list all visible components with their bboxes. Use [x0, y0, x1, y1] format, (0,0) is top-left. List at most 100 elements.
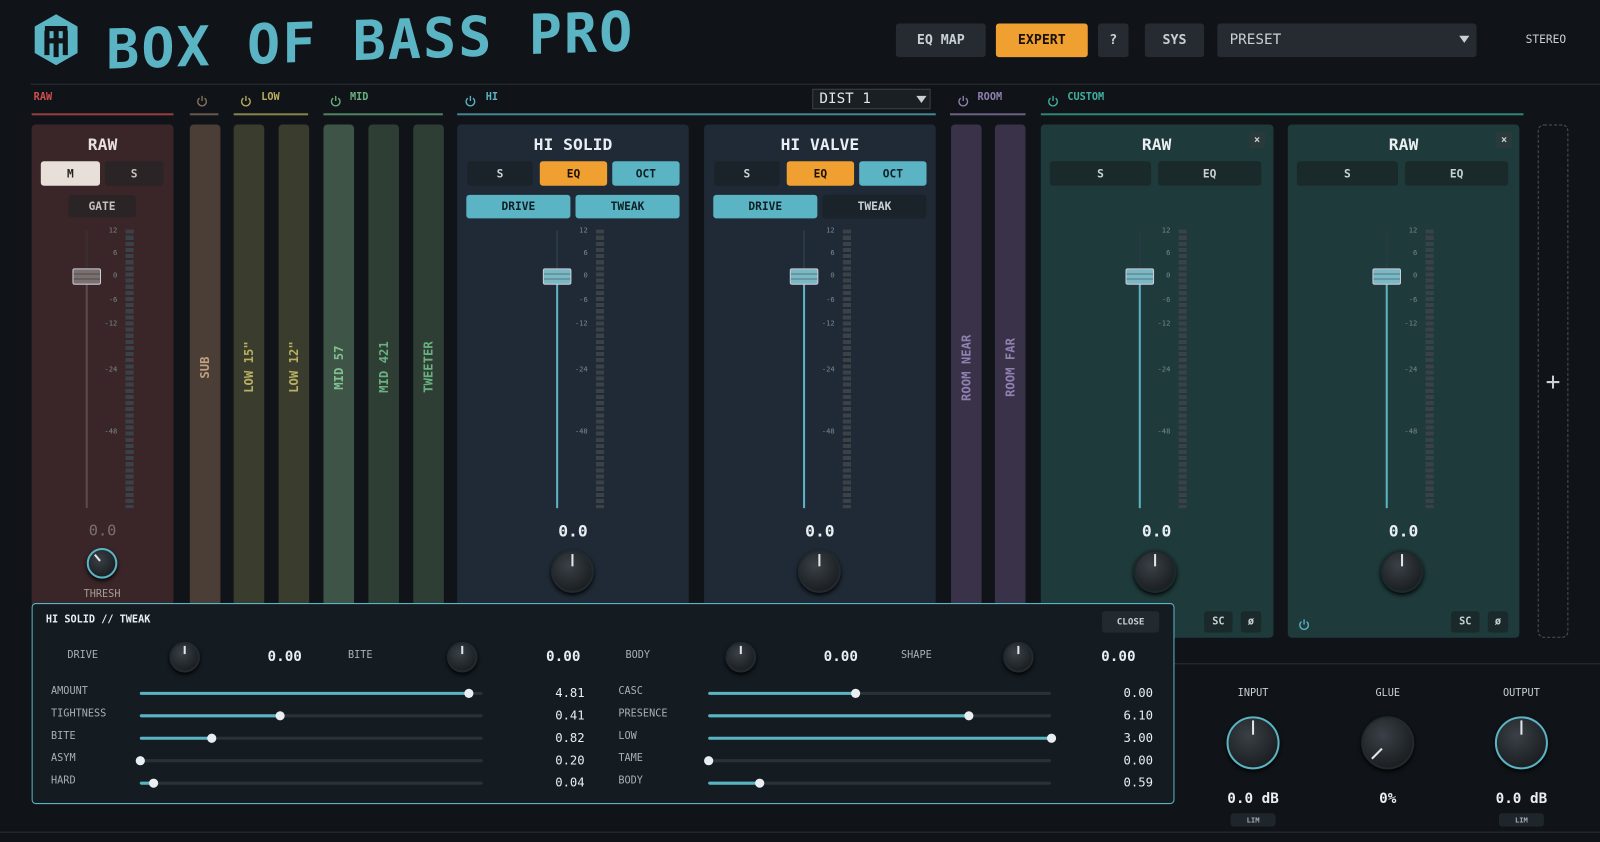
- fader-handle[interactable]: [542, 268, 572, 285]
- mic-strip[interactable]: [189, 124, 221, 608]
- fader-scale-label: 0: [1166, 271, 1171, 280]
- slider-handle[interactable]: [754, 778, 765, 788]
- solo-button[interactable]: S: [714, 161, 780, 186]
- drive-button[interactable]: DRIVE: [713, 194, 818, 219]
- slider-handle[interactable]: [1046, 733, 1056, 743]
- slider-fill: [139, 781, 154, 785]
- section-label[interactable]: MID: [349, 91, 369, 104]
- sidechain-button[interactable]: SC: [1451, 611, 1480, 633]
- power-icon[interactable]: [196, 92, 208, 107]
- add-channel[interactable]: +: [1537, 124, 1569, 638]
- phase-button[interactable]: ø: [1240, 611, 1262, 633]
- oct-button[interactable]: OCT: [859, 161, 927, 186]
- slider-fill: [708, 713, 969, 717]
- slider-handle[interactable]: [703, 755, 713, 765]
- fader-scale-label: -12: [821, 319, 835, 328]
- mic-strip[interactable]: [951, 124, 982, 608]
- slider-handle[interactable]: [275, 710, 285, 720]
- slider-handle[interactable]: [464, 688, 474, 698]
- mute-button[interactable]: M: [40, 161, 100, 186]
- header-button[interactable]: ?: [1097, 23, 1129, 58]
- section-label[interactable]: RAW: [33, 91, 53, 104]
- preset-dropdown[interactable]: PRESET: [1217, 23, 1477, 58]
- slider-track[interactable]: [139, 713, 483, 717]
- section-label[interactable]: ROOM: [977, 91, 1003, 104]
- strip-label: LOW 15": [241, 341, 257, 394]
- power-icon[interactable]: [1298, 615, 1310, 630]
- gate-button[interactable]: GATE: [68, 194, 136, 218]
- eq-button[interactable]: EQ: [1158, 161, 1262, 186]
- slider-handle[interactable]: [148, 778, 159, 788]
- dist-dropdown[interactable]: DIST 1: [812, 88, 931, 110]
- slider-fill: [708, 736, 1052, 740]
- limiter-button[interactable]: LIM: [1498, 813, 1544, 827]
- power-icon[interactable]: [1047, 92, 1059, 107]
- remove-button[interactable]: ×: [1248, 131, 1266, 148]
- slider-track[interactable]: [708, 691, 1052, 695]
- knob[interactable]: [551, 549, 594, 593]
- section-label[interactable]: LOW: [261, 91, 280, 104]
- fader-handle[interactable]: [1125, 268, 1155, 285]
- knob[interactable]: [1494, 716, 1548, 770]
- power-icon[interactable]: [464, 92, 476, 107]
- knob[interactable]: [797, 549, 841, 593]
- slider-track[interactable]: [139, 781, 483, 785]
- knob[interactable]: [1003, 641, 1034, 673]
- knob[interactable]: [86, 547, 118, 579]
- mic-strip[interactable]: [323, 124, 355, 608]
- header-button[interactable]: EXPERT: [995, 23, 1088, 58]
- section-label[interactable]: CUSTOM: [1067, 91, 1105, 104]
- limiter-button[interactable]: LIM: [1230, 813, 1276, 827]
- mic-strip[interactable]: [278, 124, 310, 608]
- eq-button[interactable]: EQ: [786, 161, 855, 186]
- level-meter: [1425, 229, 1434, 509]
- knob[interactable]: [169, 641, 200, 673]
- slider-track[interactable]: [139, 758, 483, 762]
- remove-button[interactable]: ×: [1495, 131, 1513, 148]
- knob[interactable]: [1226, 716, 1280, 770]
- power-icon[interactable]: [240, 92, 252, 107]
- eq-button[interactable]: EQ: [1405, 161, 1509, 186]
- close-button[interactable]: CLOSE: [1102, 611, 1160, 633]
- oct-button[interactable]: OCT: [612, 161, 680, 186]
- slider-handle[interactable]: [850, 688, 861, 698]
- tweak-button[interactable]: TWEAK: [822, 194, 927, 219]
- output-label: INPUT: [1237, 687, 1269, 699]
- power-icon[interactable]: [957, 92, 969, 107]
- solo-button[interactable]: S: [105, 161, 164, 186]
- fader-handle[interactable]: [1372, 268, 1402, 285]
- tweak-button[interactable]: TWEAK: [575, 194, 680, 219]
- slider-track[interactable]: [708, 758, 1052, 762]
- slider-handle[interactable]: [964, 710, 974, 720]
- slider-handle[interactable]: [135, 755, 145, 765]
- section-underline: [233, 113, 309, 116]
- phase-button[interactable]: ø: [1487, 611, 1509, 633]
- slider-fill: [708, 781, 760, 785]
- mic-strip[interactable]: [994, 124, 1026, 608]
- fader-handle[interactable]: [789, 268, 819, 285]
- mic-strip[interactable]: [233, 124, 265, 608]
- section-label[interactable]: HI: [485, 91, 499, 104]
- sidechain-button[interactable]: SC: [1204, 611, 1233, 633]
- slider-track[interactable]: [139, 736, 483, 740]
- mic-strip[interactable]: [413, 124, 444, 608]
- mode-label[interactable]: STEREO: [1525, 32, 1567, 46]
- header-button[interactable]: EQ MAP: [895, 23, 986, 58]
- knob[interactable]: [1361, 716, 1415, 770]
- header-button[interactable]: SYS: [1144, 23, 1205, 58]
- eq-button[interactable]: EQ: [539, 161, 608, 186]
- slider-track[interactable]: [708, 781, 1052, 785]
- knob[interactable]: [446, 641, 478, 673]
- solo-button[interactable]: S: [1296, 161, 1398, 186]
- knob[interactable]: [725, 641, 757, 673]
- knob[interactable]: [1380, 549, 1424, 593]
- slider-handle[interactable]: [207, 733, 217, 743]
- solo-button[interactable]: S: [467, 161, 533, 186]
- fader-handle[interactable]: [72, 268, 102, 285]
- knob[interactable]: [1133, 549, 1177, 593]
- solo-button[interactable]: S: [1049, 161, 1152, 186]
- dropdown-arrow: [916, 95, 927, 104]
- mic-strip[interactable]: [368, 124, 399, 608]
- drive-button[interactable]: DRIVE: [466, 194, 571, 219]
- power-icon[interactable]: [330, 92, 342, 107]
